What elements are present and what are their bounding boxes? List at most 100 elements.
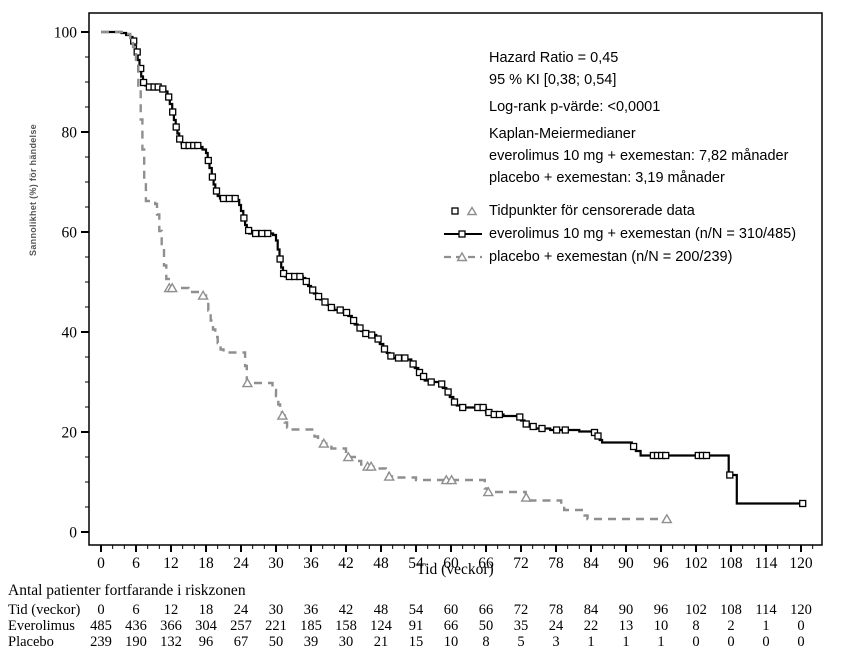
svg-text:30: 30 — [268, 555, 284, 572]
svg-text:80: 80 — [62, 125, 78, 142]
risk-cell: 120 — [790, 602, 812, 618]
risk-cell: 485 — [90, 618, 112, 634]
risk-cell: 24 — [233, 602, 249, 618]
plot-frame — [88, 12, 823, 546]
risk-cell: 158 — [335, 618, 357, 634]
legend-placebo-label: placebo + exemestan (n/N = 200/239) — [489, 248, 733, 265]
km-medians-title: Kaplan-Meiermedianer — [489, 126, 636, 142]
y-axis-ticks — [81, 31, 89, 533]
risk-cell: 48 — [373, 602, 389, 618]
risk-cell: 50 — [268, 634, 284, 650]
svg-text:48: 48 — [373, 555, 389, 572]
risk-table-row-time: Tid (veckor) 0 6 12 18 24 30 36 42 48 54 60 66 72 78 8… — [0, 602, 856, 618]
risk-cell: 84 — [583, 602, 599, 618]
risk-cell: 21 — [373, 634, 389, 650]
risk-cell: 91 — [408, 618, 424, 634]
x-axis-ticks — [100, 545, 814, 552]
risk-cell: 3 — [552, 634, 560, 650]
risk-cell: 42 — [338, 602, 354, 618]
svg-text:42: 42 — [338, 555, 354, 572]
risk-cell: 185 — [300, 618, 322, 634]
placebo-line-icon — [444, 251, 482, 261]
confidence-interval-text: 95 % KI [0,38; 0,54] — [489, 72, 617, 88]
legend-censored-label: Tidpunkter för censorerade data — [489, 202, 695, 219]
risk-cell: 0 — [797, 618, 805, 634]
risk-table-title: Antal patienter fortfarande i riskzonen — [8, 582, 246, 599]
svg-text:18: 18 — [198, 555, 214, 572]
legend-everolimus-label: everolimus 10 mg + exemestan (n/N = 310/… — [489, 225, 797, 242]
risk-cell: 50 — [478, 618, 494, 634]
svg-text:54: 54 — [408, 555, 424, 572]
risk-table-row-placebo: Placebo 239 190 132 96 67 50 39 30 21 15 10 8 5 3 1 1 1 0… — [0, 634, 856, 650]
risk-cell: 35 — [513, 618, 529, 634]
svg-text:114: 114 — [755, 555, 778, 572]
risk-cell: 8 — [482, 634, 490, 650]
risk-cell: 18 — [198, 602, 214, 618]
risk-cell: 22 — [583, 618, 599, 634]
risk-cell: 90 — [618, 602, 634, 618]
risk-cell: 54 — [408, 602, 424, 618]
legend: Tidpunkter för censorerade data everolim… — [443, 199, 796, 268]
risk-cell: 6 — [132, 602, 140, 618]
risk-cell: 5 — [517, 634, 525, 650]
svg-text:24: 24 — [233, 555, 249, 572]
risk-cell: 436 — [125, 618, 147, 634]
svg-text:6: 6 — [132, 555, 140, 572]
risk-cell: 132 — [160, 634, 182, 650]
svg-text:90: 90 — [618, 555, 634, 572]
risk-row-label: Tid (veckor) — [8, 602, 81, 618]
risk-cell: 1 — [587, 634, 595, 650]
svg-text:100: 100 — [54, 25, 78, 42]
risk-cell: 96 — [198, 634, 214, 650]
risk-cell: 60 — [443, 602, 459, 618]
risk-cell: 124 — [370, 618, 392, 634]
risk-cell: 12 — [163, 602, 179, 618]
stats-annotation: Hazard Ratio = 0,45 95 % KI [0,38; 0,54]… — [489, 47, 788, 189]
risk-table-row-everolimus: Everolimus 485 436 366 304 257 221 185 158 124 91… — [0, 618, 856, 634]
censor-marks-placebo — [163, 282, 673, 524]
legend-row-everolimus: everolimus 10 mg + exemestan (n/N = 310/… — [443, 222, 796, 245]
risk-cell: 66 — [478, 602, 494, 618]
risk-cell: 39 — [303, 634, 319, 650]
y-tick-labels: 0 20 40 60 80 100 — [54, 25, 78, 542]
risk-cell: 13 — [618, 618, 634, 634]
risk-row-label: Everolimus — [8, 618, 75, 634]
everolimus-line-icon — [444, 229, 482, 238]
svg-text:0: 0 — [69, 525, 77, 542]
risk-cell: 30 — [268, 602, 284, 618]
svg-text:40: 40 — [62, 325, 78, 342]
risk-cell: 1 — [762, 618, 770, 634]
risk-cell: 1 — [622, 634, 630, 650]
risk-cell: 24 — [548, 618, 564, 634]
hazard-ratio-text: Hazard Ratio = 0,45 — [489, 50, 619, 66]
svg-text:36: 36 — [303, 555, 319, 572]
y-axis-title: Sannolikhet (%) för händelse — [28, 124, 38, 256]
svg-text:78: 78 — [548, 555, 564, 572]
x-axis-title: Tid (veckor) — [416, 561, 494, 578]
risk-cell: 0 — [797, 634, 805, 650]
risk-cell: 0 — [762, 634, 770, 650]
svg-text:60: 60 — [443, 555, 459, 572]
risk-cell: 114 — [755, 602, 777, 618]
risk-cell: 366 — [160, 618, 182, 634]
svg-text:60: 60 — [62, 225, 78, 242]
risk-cell: 0 — [97, 602, 105, 618]
risk-cell: 108 — [720, 602, 742, 618]
svg-text:84: 84 — [583, 555, 599, 572]
risk-cell: 66 — [443, 618, 459, 634]
x-tick-labels: 0 6 12 18 24 30 36 42 48 54 60 66 72 78 84 90 96 102 108 11… — [97, 555, 813, 572]
svg-text:12: 12 — [163, 555, 179, 572]
risk-cell: 96 — [653, 602, 669, 618]
risk-cell: 36 — [303, 602, 319, 618]
svg-text:120: 120 — [789, 555, 813, 572]
svg-text:108: 108 — [719, 555, 743, 572]
risk-cell: 67 — [233, 634, 249, 650]
censor-marks-everolimus — [130, 37, 807, 508]
log-rank-text: Log-rank p-värde: <0,0001 — [489, 99, 661, 115]
km-median-everolimus: everolimus 10 mg + exemestan: 7,82 månad… — [489, 148, 789, 164]
risk-cell: 304 — [195, 618, 217, 634]
risk-row-label: Placebo — [8, 634, 54, 650]
risk-cell: 30 — [338, 634, 354, 650]
